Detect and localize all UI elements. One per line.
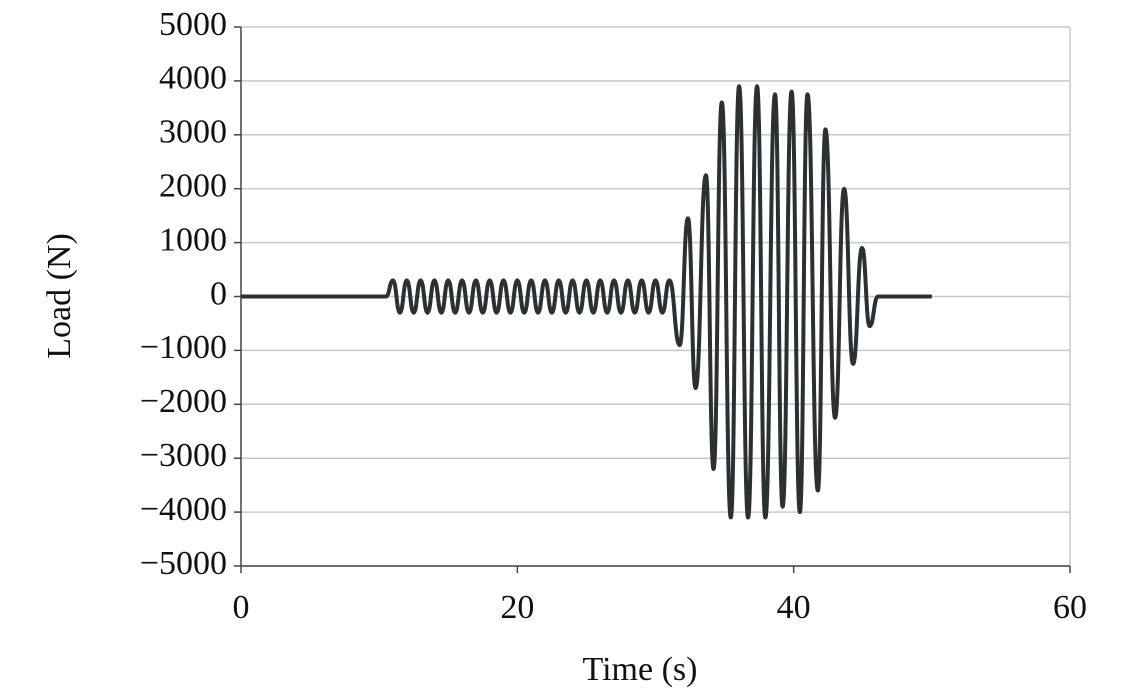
y-tick-label: −1000: [140, 329, 227, 366]
x-tick-label: 40: [777, 589, 811, 626]
y-tick-label: 2000: [159, 167, 227, 204]
y-tick-label: 3000: [159, 114, 227, 151]
x-tick-label: 60: [1053, 589, 1087, 626]
y-tick-label: −3000: [140, 437, 227, 474]
y-tick-label: −2000: [140, 383, 227, 420]
y-axis-label: Load (N): [41, 233, 78, 359]
x-axis-label: Time (s): [583, 651, 698, 688]
x-tick-label: 0: [233, 589, 250, 626]
y-tick-label: 5000: [159, 6, 227, 43]
y-tick-label: 4000: [159, 60, 227, 97]
y-tick-label: −4000: [140, 491, 227, 528]
x-tick-label: 20: [500, 589, 534, 626]
y-tick-label: −5000: [140, 545, 227, 582]
data-line: [241, 84, 932, 520]
y-tick-label: 1000: [159, 221, 227, 258]
y-tick-label: 0: [210, 275, 227, 312]
